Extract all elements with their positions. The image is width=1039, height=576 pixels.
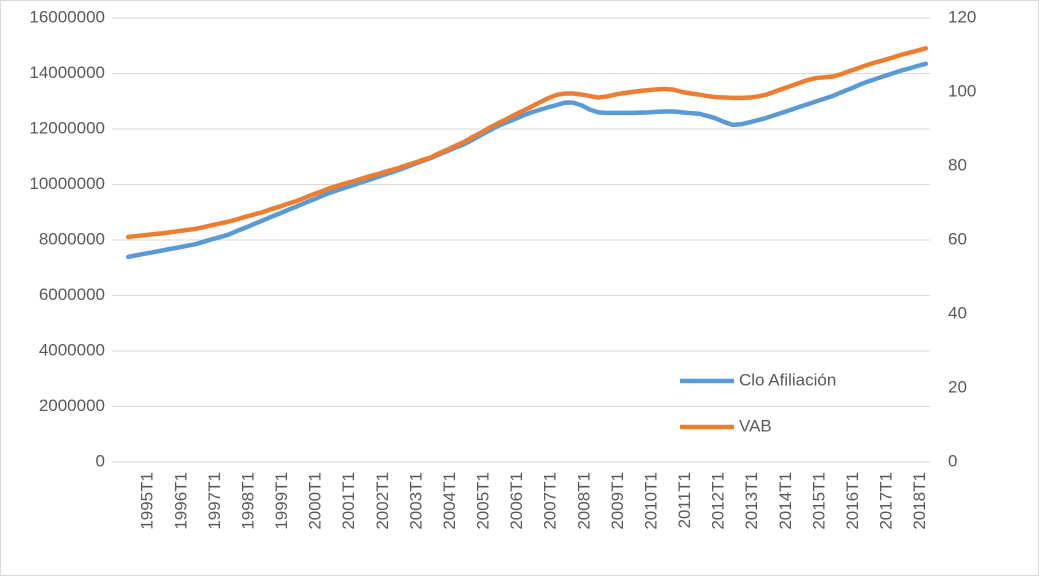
series-line [125, 46, 929, 240]
x-tick-label: 2016T1 [843, 472, 862, 530]
x-tick-label: 2012T1 [709, 472, 728, 530]
y-tick-label: 8000000 [39, 229, 105, 248]
x-tick-label: 1996T1 [171, 472, 190, 530]
legend-label: Clo Afiliación [739, 370, 836, 389]
series-line [125, 61, 929, 260]
y2-tick-label: 80 [948, 155, 967, 174]
x-tick-label: 2017T1 [877, 472, 896, 530]
y2-tick-label: 120 [948, 7, 976, 26]
y2-tick-label: 20 [948, 377, 967, 396]
x-tick-label: 2002T1 [373, 472, 392, 530]
y-tick-label: 12000000 [29, 118, 105, 137]
y-tick-label: 4000000 [39, 340, 105, 359]
y-tick-label: 16000000 [29, 7, 105, 26]
y2-tick-label: 60 [948, 229, 967, 248]
legend-label: VAB [739, 416, 772, 435]
x-tick-label: 2004T1 [440, 472, 459, 530]
x-tick-label: 1995T1 [138, 472, 157, 530]
x-tick-label: 1997T1 [205, 472, 224, 530]
y-tick-label: 0 [96, 451, 105, 470]
y-tick-label: 6000000 [39, 285, 105, 304]
x-tick-label: 2011T1 [675, 472, 694, 528]
x-tick-label: 2003T1 [406, 472, 425, 530]
y2-tick-label: 40 [948, 303, 967, 322]
x-tick-label: 2005T1 [474, 472, 493, 530]
x-tick-label: 2010T1 [641, 472, 660, 530]
x-tick-label: 2018T1 [910, 472, 929, 530]
x-tick-label: 2001T1 [339, 472, 358, 530]
x-tick-label: 2000T1 [306, 472, 325, 530]
y2-tick-label: 0 [948, 451, 957, 470]
x-tick-label: 2013T1 [742, 472, 761, 530]
y-tick-label: 2000000 [39, 396, 105, 415]
x-tick-label: 2009T1 [608, 472, 627, 530]
x-tick-label: 2006T1 [507, 472, 526, 530]
y2-tick-label: 100 [948, 81, 976, 100]
x-tick-label: 2014T1 [776, 472, 795, 530]
y-tick-label: 10000000 [29, 174, 105, 193]
x-tick-label: 2007T1 [541, 472, 560, 530]
x-tick-label: 1999T1 [272, 472, 291, 530]
x-tick-label: 2015T1 [809, 472, 828, 530]
y-tick-label: 14000000 [29, 63, 105, 82]
x-tick-label: 1998T1 [238, 472, 257, 530]
x-tick-label: 2008T1 [574, 472, 593, 530]
